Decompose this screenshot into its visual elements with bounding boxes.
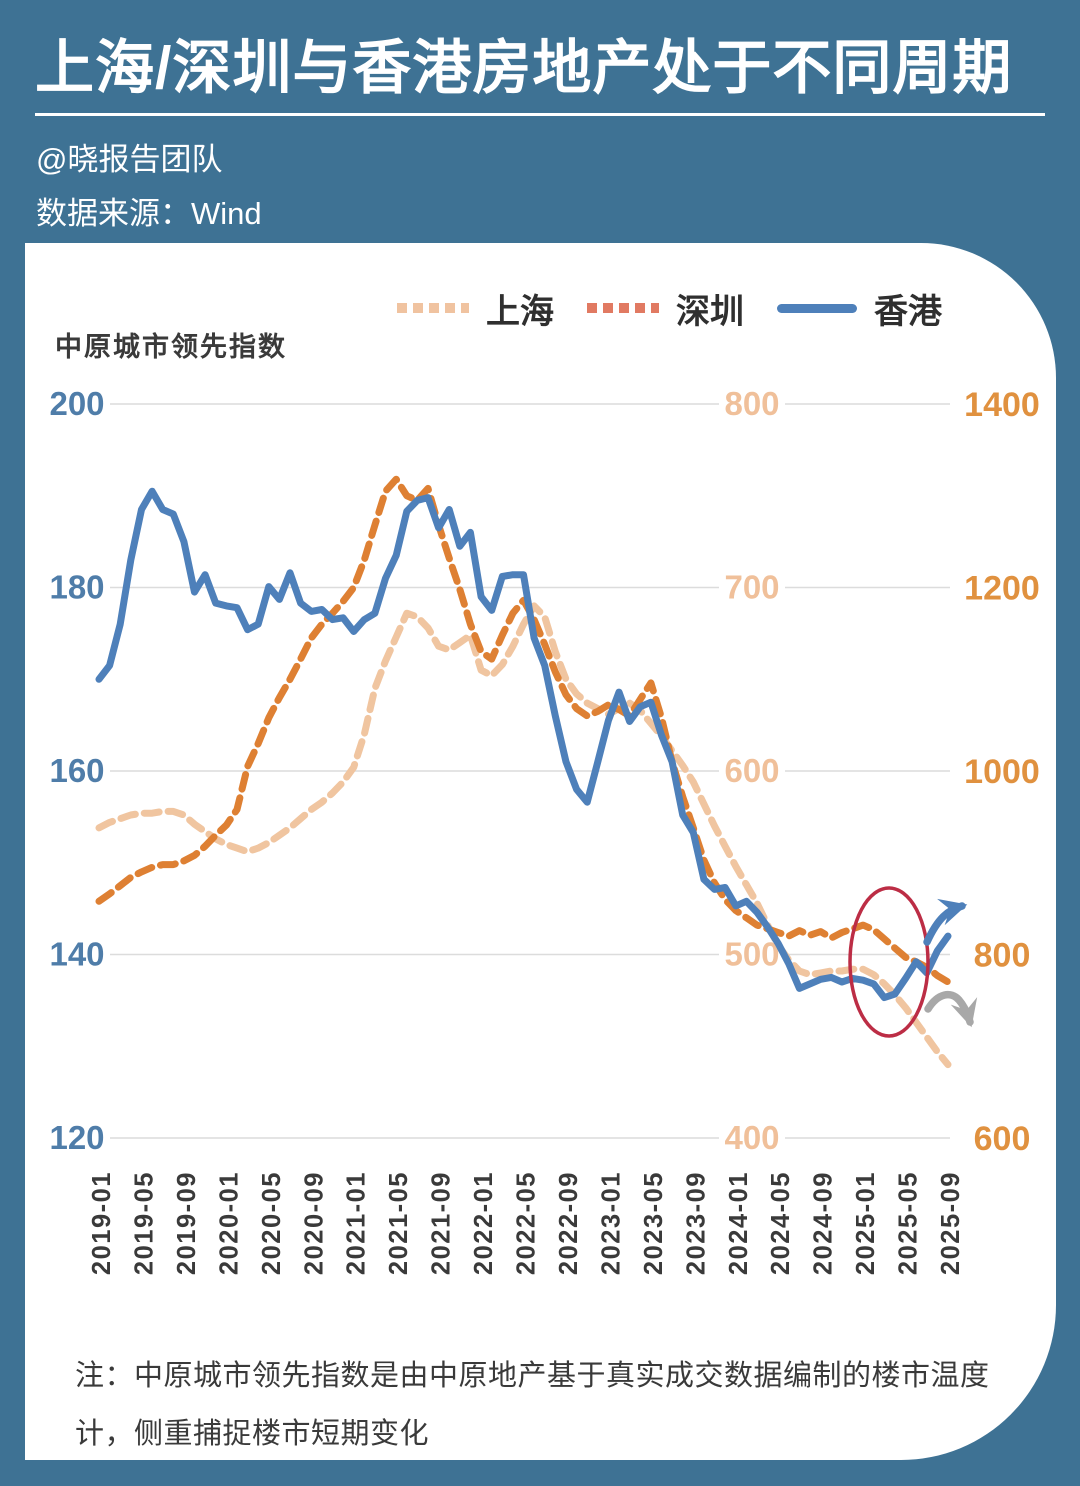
x-axis-tick-label: 2019-05 (130, 1171, 158, 1275)
legend-item-hongkong: 香港 (777, 284, 942, 333)
annotations (848, 886, 978, 1038)
x-axis-labels: 2019-01 2019-05 2019-09 2020-01 2020-05 2020-… (88, 1171, 965, 1275)
x-axis-tick-label: 2021-09 (428, 1171, 456, 1275)
axis-title: 中原城市领先指数 (55, 332, 287, 362)
right-axis-tick: 1400 (964, 386, 1040, 424)
x-axis-tick-label: 2024-09 (810, 1171, 838, 1275)
chart-legend: 上海 深圳 香港 (397, 289, 942, 331)
middle-axis-tick: 600 (724, 752, 779, 789)
x-axis-tick-label: 2023-09 (682, 1171, 710, 1275)
x-axis-tick-label: 2020-01 (215, 1171, 243, 1275)
legend-label-shanghai: 上海 (486, 292, 554, 331)
x-axis-tick-label: 2024-01 (725, 1171, 753, 1275)
legend-label-shenzhen: 深圳 (676, 292, 744, 331)
x-axis-tick-label: 2023-01 (597, 1171, 625, 1275)
left-axis-tick: 180 (49, 569, 104, 606)
byline: @晓报告团队 (36, 142, 223, 177)
x-axis-tick-label: 2022-09 (555, 1171, 583, 1275)
x-axis-tick-label: 2022-05 (513, 1171, 541, 1275)
legend-item-shenzhen: 深圳 (587, 284, 744, 333)
data-source: 数据来源：Wind (36, 196, 262, 231)
highlight-ellipse (848, 886, 930, 1038)
x-axis-tick-label: 2019-09 (173, 1171, 201, 1275)
middle-axis-tick: 800 (724, 385, 779, 422)
hongkong-line-swatch-icon (777, 303, 857, 313)
left-axis-tick: 140 (49, 936, 104, 973)
x-axis-tick-label: 2020-09 (300, 1171, 328, 1275)
right-axis-tick: 800 (974, 937, 1031, 975)
legend-label-hongkong: 香港 (874, 292, 942, 331)
series-line-hongkong (95, 487, 952, 1002)
middle-axis-tick: 400 (724, 1119, 779, 1156)
x-axis-tick-label: 2021-05 (385, 1171, 413, 1275)
x-axis-tick-label: 2025-05 (895, 1171, 923, 1275)
x-axis-tick-label: 2024-05 (767, 1171, 795, 1275)
x-axis-tick-label: 2025-09 (937, 1171, 965, 1275)
footnote: 注：中原城市领先指数是由中原地产基于真实成交数据编制的楼市温度计，侧重捕捉楼市短… (75, 1360, 990, 1450)
chart-canvas: 200 800 1400 180 700 1200 160 600 1000 140 500 800 1… (49, 383, 1040, 1275)
middle-axis-tick: 500 (724, 936, 779, 973)
shanghai-dashed-swatch-icon (397, 303, 469, 313)
right-axis-tick: 1000 (964, 753, 1040, 791)
x-axis-tick-label: 2023-05 (640, 1171, 668, 1275)
arrow-up-icon (923, 898, 968, 946)
left-axis-tick: 200 (49, 385, 104, 422)
series-lines (95, 475, 952, 1069)
x-axis-tick-label: 2022-01 (470, 1171, 498, 1275)
left-axis-tick: 120 (49, 1119, 104, 1156)
gridlines (110, 403, 950, 1139)
series-line-shenzhen (95, 475, 952, 986)
x-axis-tick-label: 2019-01 (88, 1171, 116, 1275)
arrow-down-icon (924, 990, 978, 1028)
legend-item-shanghai: 上海 (397, 284, 554, 333)
middle-axis-tick: 700 (724, 569, 779, 606)
series-line-shanghai (95, 602, 952, 1069)
chart-card: 200 800 1400 180 700 1200 160 600 1000 140 500 800 1… (25, 243, 1056, 1460)
right-axis-tick: 600 (974, 1120, 1031, 1158)
x-axis-tick-label: 2025-01 (852, 1171, 880, 1275)
x-axis-tick-label: 2021-01 (343, 1171, 371, 1275)
title-divider (35, 113, 1045, 116)
shenzhen-dashed-swatch-icon (587, 303, 659, 313)
x-axis-tick-label: 2020-05 (258, 1171, 286, 1275)
axis-tick-labels: 200 800 1400 180 700 1200 160 600 1000 140 500 800 1… (49, 383, 1040, 1159)
right-axis-tick: 1200 (964, 570, 1040, 608)
left-axis-tick: 160 (49, 752, 104, 789)
page-title: 上海/深圳与香港房地产处于不同周期 (35, 35, 1013, 101)
